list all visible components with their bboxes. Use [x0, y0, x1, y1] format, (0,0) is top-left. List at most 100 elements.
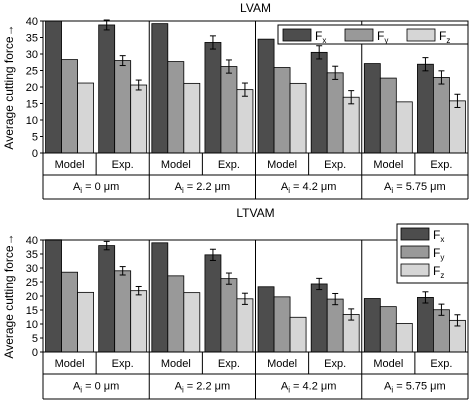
subgroup-label: Exp. [430, 358, 452, 370]
bar-fy [326, 72, 344, 154]
subgroup-label: Exp. [324, 358, 346, 370]
bar-fy [61, 271, 78, 353]
y-tick-label: 20 [26, 82, 38, 94]
bar-fy [114, 270, 132, 353]
group-label: Ai = 4.2 μm [281, 181, 337, 195]
legend: Fx Fy Fz [277, 24, 469, 45]
legend: Fx Fy Fz [396, 223, 469, 284]
subgroup-label: Model [55, 358, 85, 370]
y-axis-label: Average cutting force→ [2, 233, 16, 358]
y-tick-label: 15 [26, 99, 38, 111]
bar-fx [98, 245, 116, 353]
bar-fz [183, 292, 201, 353]
bar-fz [342, 96, 360, 154]
legend-label-fx: Fx [315, 29, 326, 45]
bar-fx [363, 63, 381, 154]
bar-fz [130, 290, 148, 353]
bar-fx [204, 42, 222, 154]
bar-fz [77, 291, 94, 353]
legend-label-fx: Fx [433, 228, 444, 244]
bar-fz [449, 100, 466, 154]
subgroup-label: Exp. [430, 159, 452, 171]
chart-title: LTVAM [236, 206, 274, 220]
subgroup-label: Model [161, 159, 191, 171]
bar-fy [433, 77, 450, 154]
group-label: Ai = 2.2 μm [175, 381, 231, 395]
bar-fx [417, 296, 434, 353]
bar-fx [45, 239, 62, 353]
legend-swatch-fx [400, 227, 430, 241]
y-tick-label: 5 [32, 132, 38, 144]
subgroup-label: Model [373, 358, 403, 370]
y-tick-label: 0 [32, 347, 38, 359]
bar-fx [151, 242, 169, 353]
legend-swatch-fy [344, 28, 374, 42]
subgroup-label: Exp. [112, 159, 134, 171]
bar-fy [220, 278, 238, 353]
bar-fy [61, 59, 78, 154]
bar-fy [114, 60, 132, 154]
bar-fy [433, 309, 450, 353]
legend-label-fz: Fz [433, 264, 444, 280]
bar-fz [289, 82, 307, 154]
y-tick-label: 25 [26, 277, 38, 289]
bar-fx [98, 24, 116, 154]
bar-fz [183, 82, 201, 154]
bar-fy [326, 298, 344, 353]
subgroup-label: Model [267, 159, 297, 171]
subgroup-label: Exp. [112, 358, 134, 370]
legend-swatch-fx [282, 28, 312, 42]
group-label: Ai = 4.2 μm [281, 381, 337, 395]
bar-fx [151, 23, 169, 154]
bar-fz [236, 298, 254, 353]
y-tick-label: 25 [26, 66, 38, 78]
legend-label-fy: Fy [433, 246, 444, 262]
y-tick-label: 35 [26, 249, 38, 261]
y-tick-label: 30 [26, 263, 38, 275]
bar-fx [310, 283, 328, 353]
subgroup-label: Exp. [324, 159, 346, 171]
bar-fx [204, 254, 222, 353]
subgroup-label: Model [267, 358, 297, 370]
subgroup-label: Exp. [218, 159, 240, 171]
bar-fz [395, 101, 413, 154]
bar-fy [167, 61, 185, 154]
bar-fz [77, 82, 94, 154]
y-tick-label: 10 [26, 319, 38, 331]
group-label: Ai = 0 μm [73, 381, 119, 395]
y-tick-label: 40 [26, 235, 38, 247]
bar-fx [417, 63, 434, 154]
subgroup-label: Exp. [218, 358, 240, 370]
group-label: Ai = 2.2 μm [175, 181, 231, 195]
y-tick-label: 15 [26, 305, 38, 317]
y-tick-label: 40 [26, 16, 38, 28]
bar-fx [45, 20, 62, 154]
bar-fx [257, 286, 275, 353]
bar-fz [395, 323, 413, 353]
y-tick-label: 0 [32, 148, 38, 160]
y-tick-label: 20 [26, 291, 38, 303]
y-tick-label: 5 [32, 333, 38, 345]
group-label: Ai = 5.75 μm [384, 381, 446, 395]
legend-swatch-fz [400, 263, 430, 277]
bar-fx [363, 298, 381, 353]
y-tick-label: 30 [26, 49, 38, 61]
legend-swatch-fy [400, 245, 430, 259]
chart-panel-lvam: LVAM Average cutting force→ 0 5 10 15 20 25 30 35… [2, 1, 469, 200]
bar-fy [379, 77, 397, 154]
bar-fz [130, 84, 148, 154]
legend-swatch-fz [406, 28, 436, 42]
bar-fy [167, 275, 185, 353]
y-tick-label: 35 [26, 33, 38, 45]
legend-label-fy: Fy [377, 29, 388, 45]
bar-fy [273, 296, 291, 353]
y-tick-label: 10 [26, 115, 38, 127]
legend-label-fz: Fz [439, 29, 450, 45]
chart-panel-ltvam: LTVAM Average cutting force→ 0 5 10 15 20 25 30 3… [2, 206, 469, 400]
bar-fy [379, 306, 397, 353]
subgroup-label: Model [55, 159, 85, 171]
group-label: Ai = 5.75 μm [384, 181, 446, 195]
group-label: Ai = 0 μm [73, 181, 119, 195]
bar-fz [236, 89, 254, 154]
